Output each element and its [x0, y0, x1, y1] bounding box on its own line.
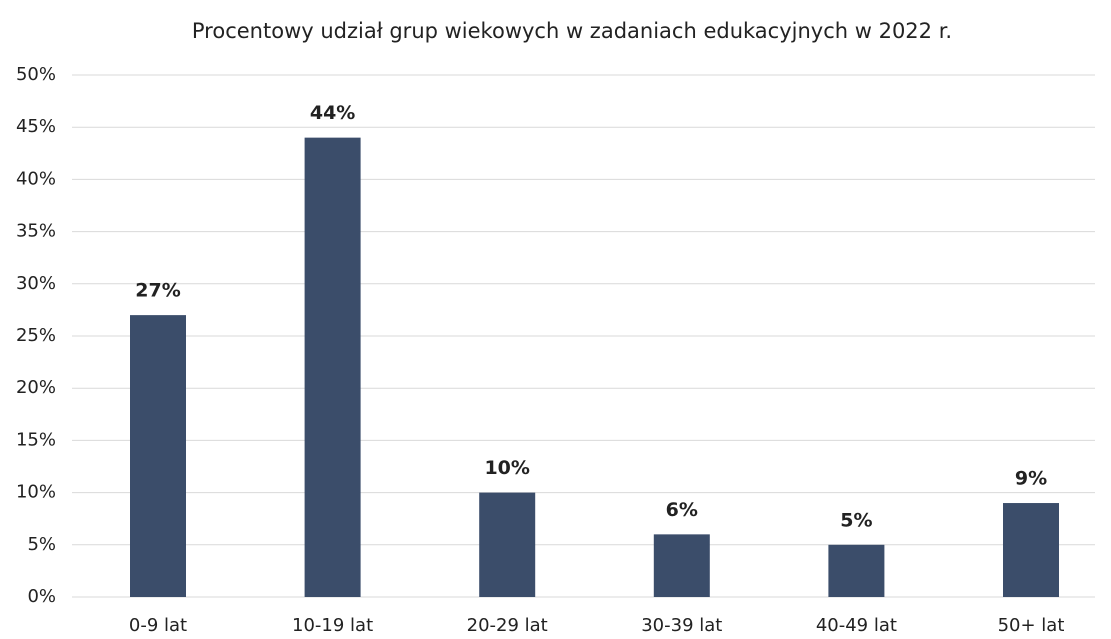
bar: [479, 492, 536, 597]
data-label: 9%: [1015, 468, 1047, 490]
y-tick-label: 20%: [16, 377, 56, 398]
data-label: 10%: [484, 457, 529, 479]
y-tick-label: 5%: [27, 534, 56, 555]
y-tick-label: 45%: [16, 116, 56, 137]
y-tick-label: 50%: [16, 64, 56, 85]
data-label: 5%: [840, 509, 872, 531]
bar: [1003, 503, 1059, 597]
bar: [653, 534, 710, 597]
y-tick-label: 30%: [16, 273, 56, 294]
x-tick-label: 30-39 lat: [641, 615, 722, 636]
y-tick-label: 25%: [16, 325, 56, 346]
data-label: 6%: [666, 499, 698, 521]
bar: [304, 137, 361, 597]
y-tick-label: 40%: [16, 168, 56, 189]
y-tick-label: 15%: [16, 429, 56, 450]
x-tick-label: 50+ lat: [998, 615, 1065, 636]
chart-title: Procentowy udział grup wiekowych w zadan…: [192, 19, 952, 43]
y-tick-label: 10%: [16, 482, 56, 503]
bar: [130, 315, 186, 597]
y-tick-label: 35%: [16, 221, 56, 242]
bar: [828, 544, 885, 597]
x-tick-label: 0-9 lat: [129, 615, 187, 636]
x-tick-label: 20-29 lat: [467, 615, 548, 636]
x-tick-label: 40-49 lat: [816, 615, 897, 636]
data-label: 44%: [310, 102, 355, 124]
y-tick-label: 0%: [27, 586, 56, 607]
data-label: 27%: [135, 280, 180, 302]
x-tick-label: 10-19 lat: [292, 615, 373, 636]
